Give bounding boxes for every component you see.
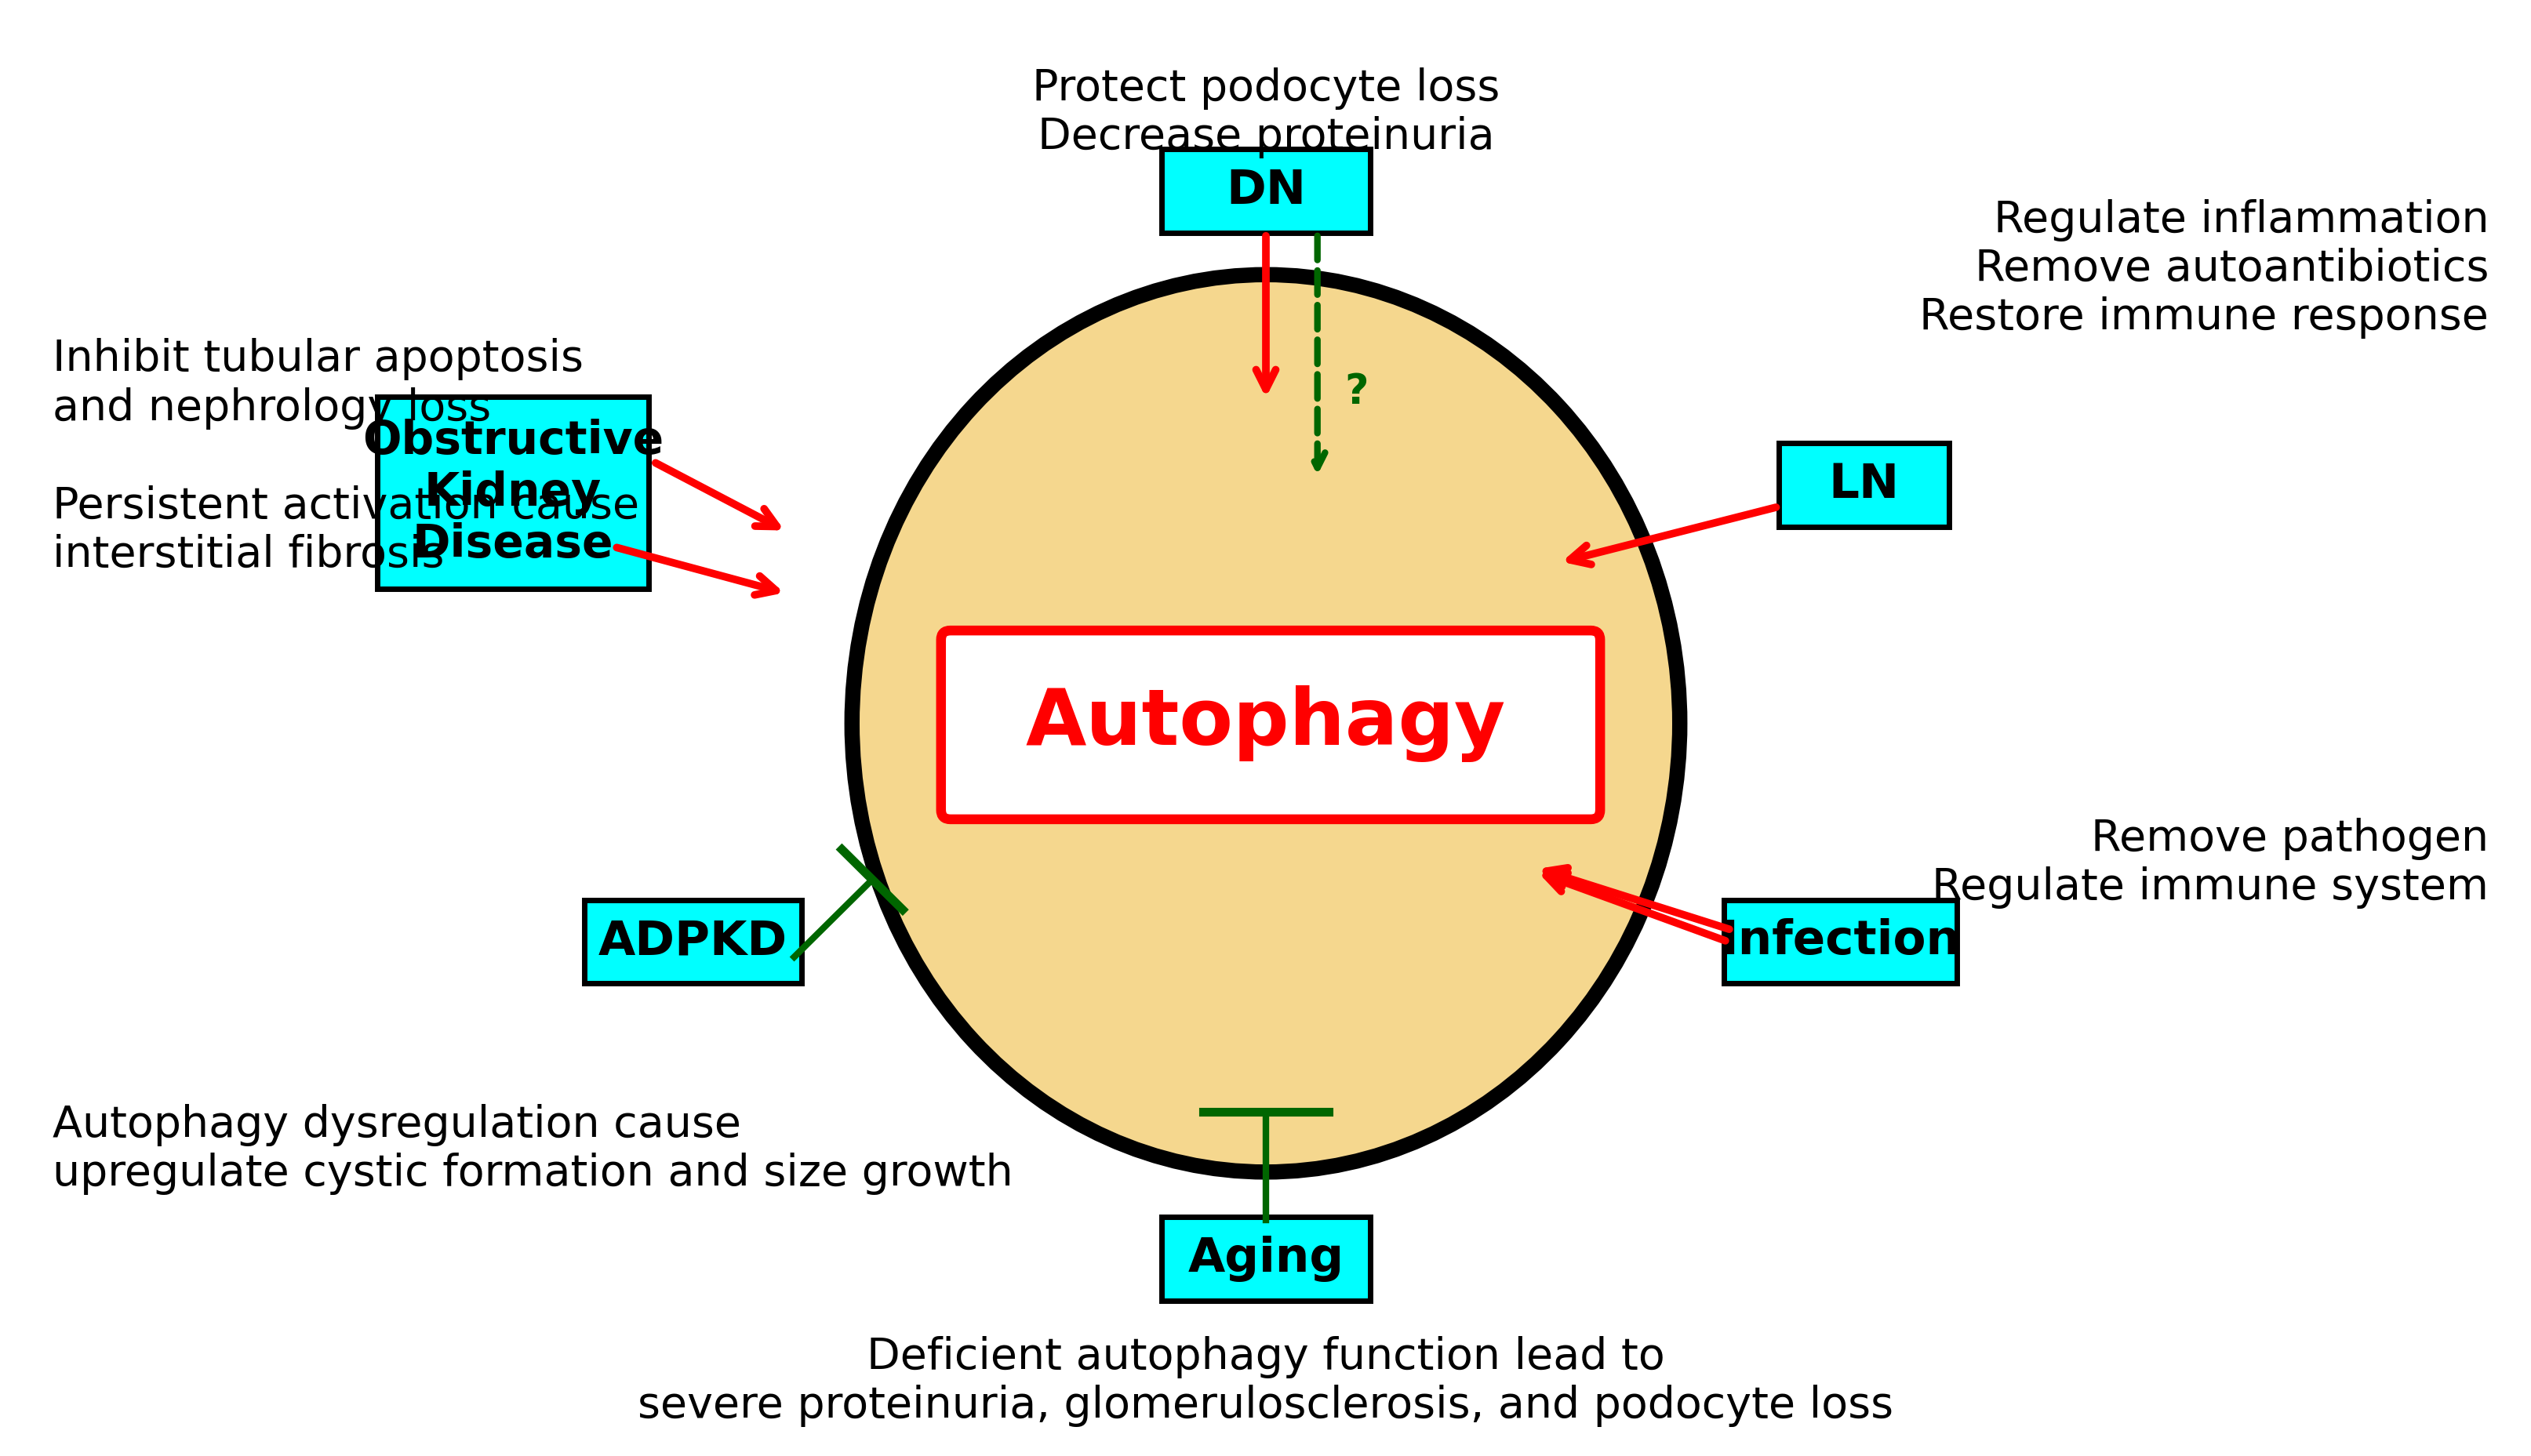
FancyBboxPatch shape — [1162, 1217, 1372, 1300]
FancyBboxPatch shape — [1724, 900, 1956, 983]
Text: ?: ? — [1344, 371, 1369, 412]
FancyBboxPatch shape — [585, 900, 802, 983]
Text: Autophagy: Autophagy — [1025, 684, 1506, 761]
Text: DN: DN — [1225, 167, 1306, 214]
FancyBboxPatch shape — [942, 630, 1600, 820]
Text: Regulate inflammation
Remove autoantibiotics
Restore immune response: Regulate inflammation Remove autoantibio… — [1918, 199, 2488, 339]
Text: Inhibit tubular apoptosis
and nephrology loss

Persistent activation cause
inter: Inhibit tubular apoptosis and nephrology… — [53, 338, 638, 577]
Text: Remove pathogen
Regulate immune system: Remove pathogen Regulate immune system — [1931, 818, 2488, 909]
Ellipse shape — [853, 275, 1681, 1172]
Text: Infection: Infection — [1721, 919, 1962, 965]
Text: ADPKD: ADPKD — [597, 919, 787, 965]
Text: Protect podocyte loss
Decrease proteinuria: Protect podocyte loss Decrease proteinur… — [1033, 67, 1501, 159]
FancyBboxPatch shape — [377, 397, 648, 588]
Text: Aging: Aging — [1187, 1236, 1344, 1281]
FancyBboxPatch shape — [1162, 150, 1372, 233]
Text: Deficient autophagy function lead to
severe proteinuria, glomerulosclerosis, and: Deficient autophagy function lead to sev… — [638, 1337, 1893, 1427]
Text: Obstructive
Kidney
Disease: Obstructive Kidney Disease — [362, 419, 663, 566]
Text: LN: LN — [1830, 462, 1898, 508]
Text: Autophagy dysregulation cause
upregulate cystic formation and size growth: Autophagy dysregulation cause upregulate… — [53, 1104, 1012, 1195]
FancyBboxPatch shape — [1779, 443, 1949, 527]
